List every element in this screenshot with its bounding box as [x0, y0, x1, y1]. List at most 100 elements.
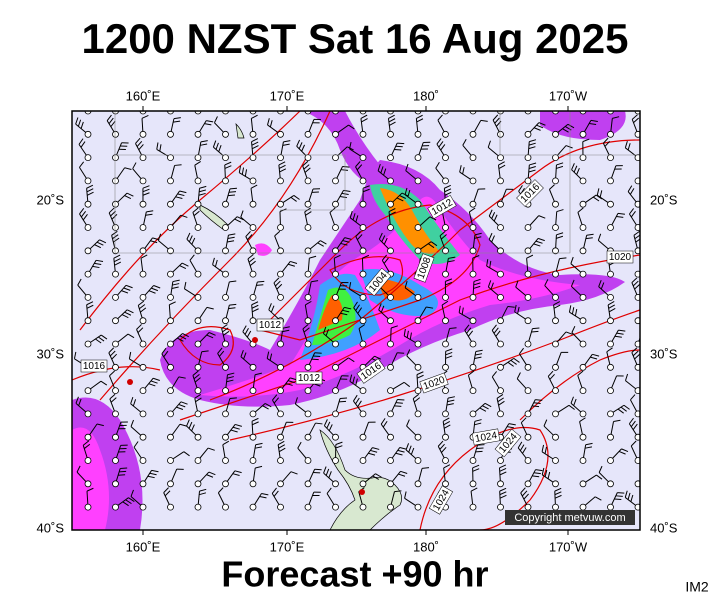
- station: [168, 458, 174, 464]
- station: [470, 271, 476, 277]
- station: [553, 225, 559, 231]
- station: [333, 411, 339, 417]
- station: [470, 411, 476, 417]
- barb-feather: [353, 93, 357, 99]
- station: [250, 178, 256, 184]
- station: [388, 504, 394, 510]
- station: [608, 225, 614, 231]
- barb-staff: [353, 99, 363, 111]
- station: [443, 318, 449, 324]
- station: [278, 341, 284, 347]
- station: [250, 225, 256, 231]
- station: [388, 364, 394, 370]
- isobar-label-group: 1020: [607, 251, 633, 263]
- station: [580, 341, 586, 347]
- left-lat-label: 30˚S: [37, 346, 65, 361]
- station: [140, 178, 146, 184]
- station: [140, 364, 146, 370]
- station: [195, 411, 201, 417]
- station: [443, 411, 449, 417]
- station: [525, 131, 531, 137]
- station: [580, 481, 586, 487]
- barb-staff: [308, 96, 314, 111]
- barb-staff: [198, 95, 201, 111]
- station: [195, 225, 201, 231]
- station: [580, 388, 586, 394]
- station: [195, 364, 201, 370]
- isobar-label: 1012: [298, 373, 321, 384]
- station: [470, 131, 476, 137]
- station: [553, 318, 559, 324]
- station: [305, 341, 311, 347]
- barb-feather: [88, 92, 94, 95]
- station: [278, 131, 284, 137]
- station: [333, 434, 339, 440]
- barb-feather: [407, 93, 410, 99]
- station: [168, 364, 174, 370]
- station: [278, 201, 284, 207]
- station: [388, 294, 394, 300]
- station: [85, 178, 91, 184]
- station: [608, 341, 614, 347]
- station: [415, 411, 421, 417]
- barb-feather: [256, 285, 263, 286]
- barb-feather: [229, 192, 236, 193]
- station: [113, 225, 119, 231]
- station: [360, 458, 366, 464]
- right-lat-label: 20˚S: [650, 192, 678, 207]
- station: [195, 341, 201, 347]
- isobar-label-group: 1012: [257, 319, 283, 331]
- barb-staff: [391, 101, 404, 111]
- station: [608, 178, 614, 184]
- station: [470, 178, 476, 184]
- station: [223, 294, 229, 300]
- station: [553, 271, 559, 277]
- station: [195, 318, 201, 324]
- barb-feather: [518, 93, 521, 99]
- station: [113, 364, 119, 370]
- station: [525, 178, 531, 184]
- station: [443, 271, 449, 277]
- station: [223, 201, 229, 207]
- station: [195, 504, 201, 510]
- barb-feather: [520, 95, 523, 101]
- station: [443, 131, 449, 137]
- station: [608, 294, 614, 300]
- barb-feather: [648, 267, 654, 271]
- barb-staff: [219, 97, 226, 111]
- station: [525, 504, 531, 510]
- station: [113, 388, 119, 394]
- station: [195, 131, 201, 137]
- barb-feather: [647, 173, 653, 176]
- station: [333, 294, 339, 300]
- station: [498, 294, 504, 300]
- station: [388, 434, 394, 440]
- barb-staff: [501, 96, 507, 111]
- station: [140, 201, 146, 207]
- station: [415, 178, 421, 184]
- station: [278, 411, 284, 417]
- station: [305, 225, 311, 231]
- station: [333, 388, 339, 394]
- station: [415, 294, 421, 300]
- station: [113, 131, 119, 137]
- station: [168, 155, 174, 161]
- station: [223, 458, 229, 464]
- station: [168, 271, 174, 277]
- barb-feather: [459, 102, 465, 106]
- station: [525, 434, 531, 440]
- barb-feather: [645, 269, 651, 273]
- station: [85, 341, 91, 347]
- station: [333, 318, 339, 324]
- barb-feather: [531, 331, 538, 332]
- station: [333, 458, 339, 464]
- station: [608, 481, 614, 487]
- station: [580, 271, 586, 277]
- station: [195, 481, 201, 487]
- barb-feather: [230, 398, 237, 399]
- station: [470, 201, 476, 207]
- station: [443, 155, 449, 161]
- station: [168, 178, 174, 184]
- station: [553, 201, 559, 207]
- bottom-lon-label: 180˚: [413, 539, 439, 554]
